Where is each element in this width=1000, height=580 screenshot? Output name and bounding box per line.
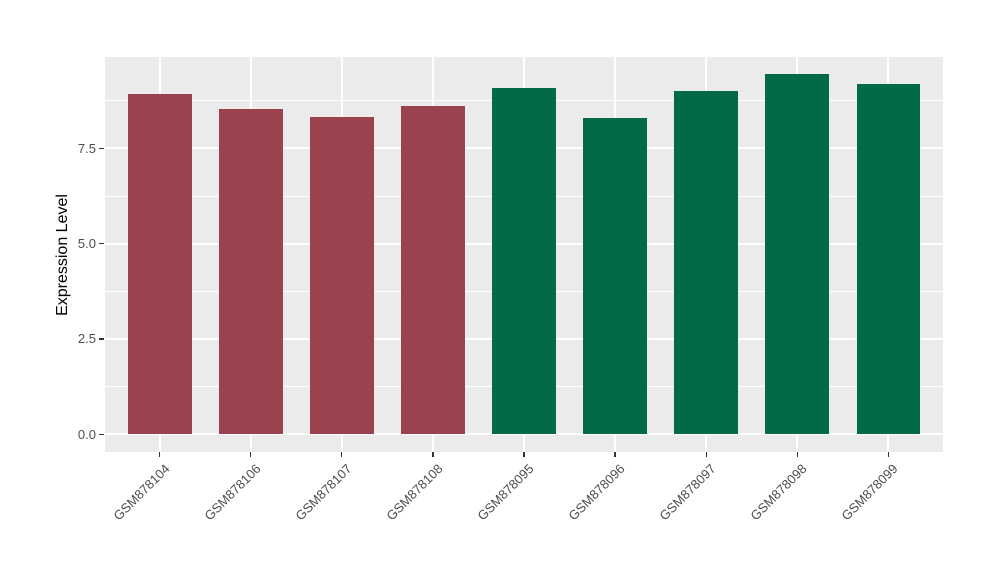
y-axis-title: Expression Level <box>42 57 84 452</box>
y-tick-mark <box>99 433 104 435</box>
bar-GSM878096 <box>583 117 647 435</box>
bar-GSM878106 <box>218 108 283 435</box>
y-tick-mark <box>99 338 104 340</box>
bar-GSM878097 <box>674 90 739 435</box>
x-tick-mark <box>705 452 707 457</box>
y-tick-label: 7.5 <box>77 140 96 156</box>
x-tick-mark <box>250 452 252 457</box>
plot-panel <box>105 57 943 452</box>
y-tick-mark <box>99 243 104 245</box>
x-tick-mark <box>159 452 161 457</box>
x-tick-mark <box>796 452 798 457</box>
x-tick-mark <box>432 452 434 457</box>
bar-GSM878104 <box>127 93 192 434</box>
bar-GSM878107 <box>309 116 374 435</box>
bar-GSM878098 <box>765 73 830 435</box>
x-tick-mark <box>523 452 525 457</box>
x-tick-mark <box>614 452 616 457</box>
bar-GSM878108 <box>401 105 465 435</box>
bar-GSM878099 <box>856 84 921 435</box>
y-tick-mark <box>99 147 104 150</box>
y-tick-label: 0.0 <box>77 426 96 442</box>
y-tick-label: 2.5 <box>77 331 96 347</box>
x-tick-mark <box>887 452 889 457</box>
x-tick-mark <box>341 452 343 457</box>
bar-GSM878095 <box>492 87 556 435</box>
y-axis-title-text: Expression Level <box>54 193 71 316</box>
y-tick-label: 5.0 <box>77 236 96 252</box>
